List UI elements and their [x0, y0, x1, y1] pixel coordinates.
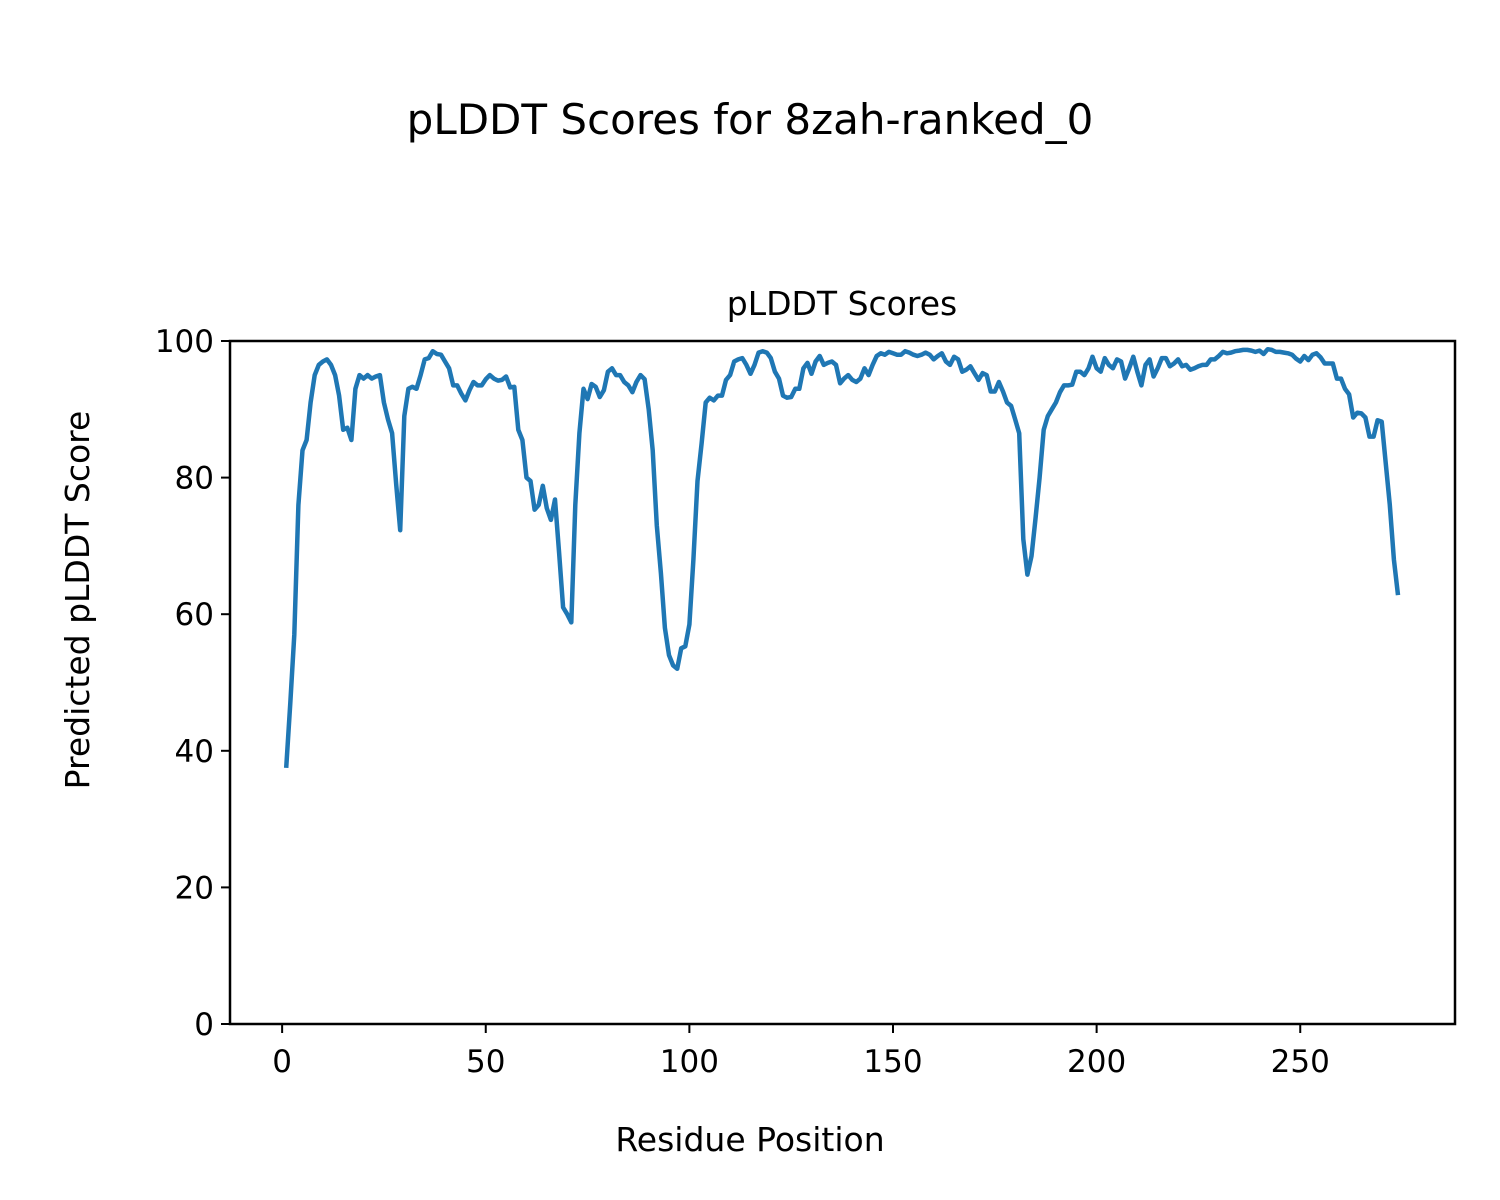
y-tick-label: 0 — [194, 1007, 214, 1043]
y-axis-label: Predicted pLDDT Score — [58, 411, 97, 790]
plot-frame — [228, 339, 1457, 1026]
x-tick-label: 100 — [660, 1044, 719, 1080]
x-tick-label: 50 — [466, 1044, 505, 1080]
y-tick-label: 100 — [155, 324, 214, 360]
x-tick-label: 200 — [1067, 1044, 1126, 1080]
y-tick-label: 20 — [175, 870, 214, 906]
x-tick-label: 250 — [1271, 1044, 1330, 1080]
x-tick-label: 0 — [272, 1044, 292, 1080]
y-tick-label: 80 — [175, 461, 214, 497]
series-line — [283, 346, 1401, 769]
y-tick-label: 60 — [175, 597, 214, 633]
x-tick-label: 150 — [863, 1044, 922, 1080]
y-tick-label: 40 — [175, 734, 214, 770]
figure-title: pLDDT Scores for 8zah-ranked_0 — [407, 95, 1094, 144]
axes-title: pLDDT Scores — [727, 284, 957, 323]
x-axis-label: Residue Position — [615, 1120, 884, 1159]
